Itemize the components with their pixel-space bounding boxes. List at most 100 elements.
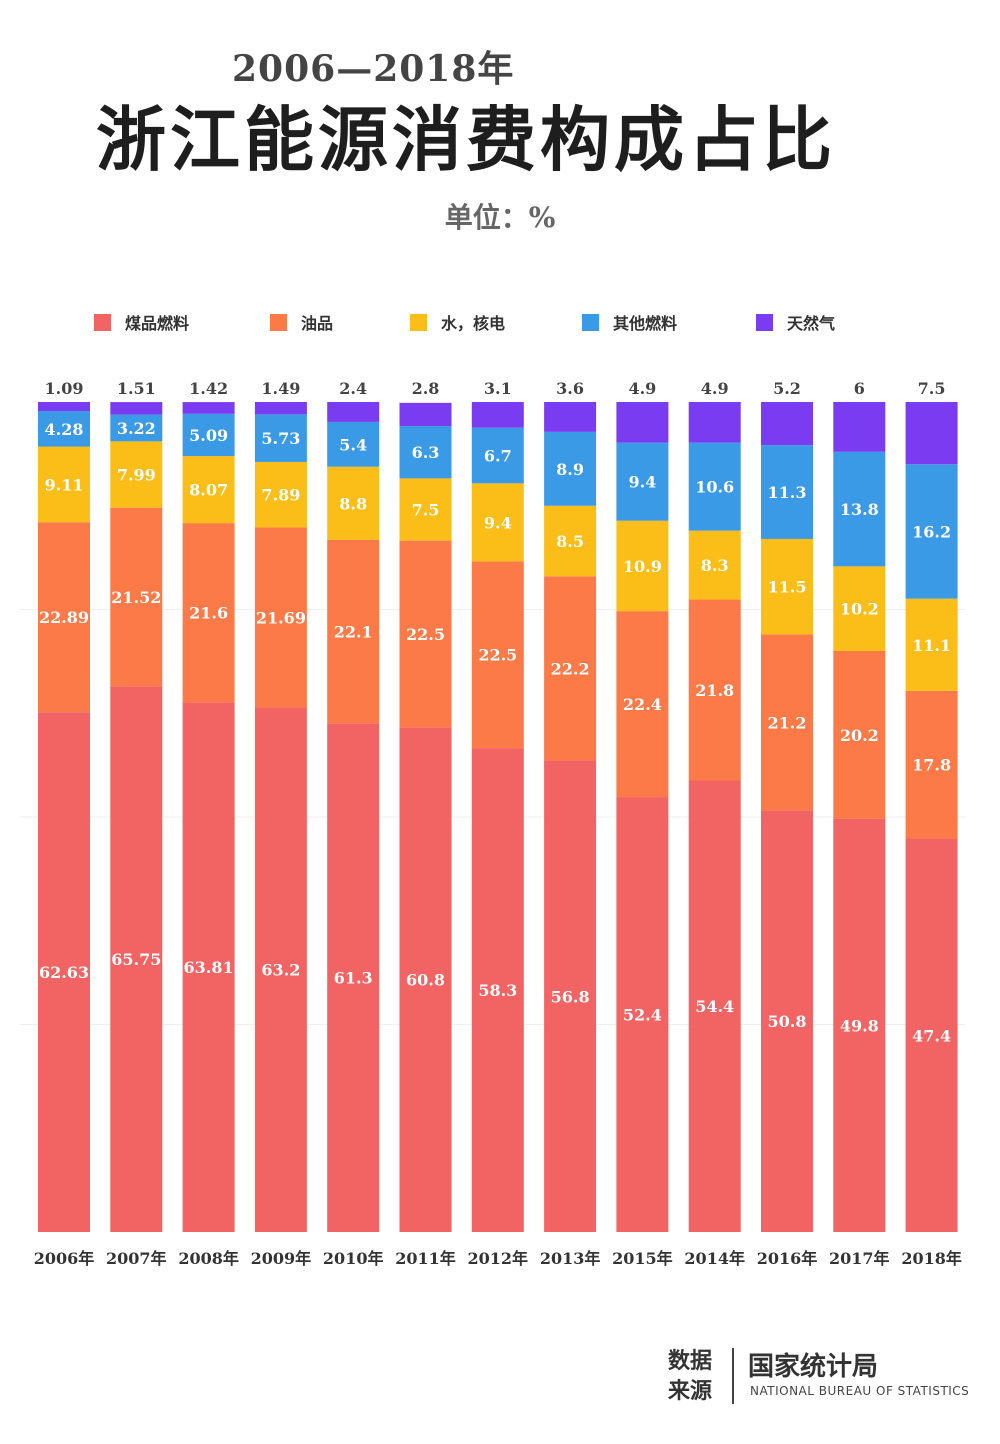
data-label-other-fuel-12: 16.2 xyxy=(912,522,951,541)
bar-segment-oil-12 xyxy=(905,690,958,839)
bar-segment-hydro-nuclear-4 xyxy=(327,466,380,540)
data-label-natural-gas-9: 4.9 xyxy=(701,379,729,398)
bar-segment-hydro-nuclear-9 xyxy=(688,530,741,600)
bar-segment-other-fuel-1 xyxy=(110,414,163,442)
bar-segment-oil-5 xyxy=(399,540,452,728)
bar-segment-natural-gas-4 xyxy=(327,402,380,422)
legend-swatch-coal xyxy=(94,313,111,331)
legend-label-natural-gas: 天然气 xyxy=(787,314,836,333)
bar-segment-oil-11 xyxy=(833,651,886,819)
data-label-coal-5: 60.8 xyxy=(406,971,445,990)
bar-segment-natural-gas-7 xyxy=(544,402,597,432)
source-org-en: NATIONAL BUREAU OF STATISTICS xyxy=(750,1384,970,1398)
chart-legend: 煤品燃料 油品 水，核电 其他燃料 天然气 xyxy=(0,310,1000,340)
bar-segment-oil-4 xyxy=(327,539,380,724)
legend-swatch-other-fuel xyxy=(582,313,599,331)
bar-segment-other-fuel-8 xyxy=(616,442,669,521)
data-label-coal-4: 61.3 xyxy=(334,969,373,988)
source-org: 国家统计局 xyxy=(748,1352,879,1382)
data-label-oil-12: 17.8 xyxy=(912,756,951,775)
data-label-oil-11: 20.2 xyxy=(840,726,879,745)
source-divider xyxy=(732,1348,734,1404)
bar-segment-hydro-nuclear-8 xyxy=(616,520,669,612)
bar-segment-coal-10 xyxy=(761,810,813,1232)
data-label-other-fuel-6: 6.7 xyxy=(484,447,512,466)
data-label-oil-7: 22.2 xyxy=(551,659,590,678)
data-label-other-fuel-3: 5.73 xyxy=(261,429,300,448)
data-label-other-fuel-10: 11.3 xyxy=(768,483,807,502)
data-label-natural-gas-3: 1.49 xyxy=(261,379,300,398)
legend-swatch-hydro-nuclear xyxy=(410,313,427,331)
data-label-hydro-nuclear-6: 9.4 xyxy=(484,513,512,532)
data-label-natural-gas-6: 3.1 xyxy=(484,379,512,398)
data-label-coal-9: 54.4 xyxy=(695,997,734,1016)
legend-item-other-fuel: 其他燃料 xyxy=(582,310,677,334)
data-label-oil-8: 22.4 xyxy=(623,695,662,714)
bar-segment-oil-10 xyxy=(761,634,813,811)
data-label-coal-1: 65.75 xyxy=(111,950,161,969)
bar-segment-coal-3 xyxy=(254,707,307,1232)
bar-segment-coal-6 xyxy=(471,748,524,1232)
data-label-hydro-nuclear-4: 8.8 xyxy=(339,494,367,513)
legend-label-hydro-nuclear: 水，核电 xyxy=(441,314,506,333)
data-label-coal-11: 49.8 xyxy=(840,1016,879,1035)
data-label-coal-0: 62.63 xyxy=(39,963,89,982)
bar-segment-oil-0 xyxy=(38,522,90,713)
x-tick-label-8: 2015年 xyxy=(612,1249,673,1268)
bar-segment-natural-gas-3 xyxy=(254,402,307,415)
bar-segment-oil-9 xyxy=(688,599,741,781)
x-tick-label-11: 2017年 xyxy=(829,1249,890,1268)
data-label-coal-6: 58.3 xyxy=(478,981,517,1000)
data-label-coal-7: 56.8 xyxy=(551,987,590,1006)
bar-segment-hydro-nuclear-3 xyxy=(254,461,307,528)
data-label-oil-0: 22.89 xyxy=(39,608,89,627)
data-label-oil-9: 21.8 xyxy=(695,681,734,700)
bar-segment-other-fuel-11 xyxy=(833,451,886,567)
bar-segment-other-fuel-2 xyxy=(182,413,235,457)
data-label-natural-gas-0: 1.09 xyxy=(45,379,84,398)
x-tick-label-2: 2008年 xyxy=(178,1249,239,1268)
x-tick-label-6: 2012年 xyxy=(468,1249,529,1268)
data-label-oil-4: 22.1 xyxy=(334,622,373,641)
bar-segment-natural-gas-10 xyxy=(761,402,813,446)
data-label-oil-6: 22.5 xyxy=(478,646,517,665)
data-label-other-fuel-7: 8.9 xyxy=(556,460,584,479)
data-label-other-fuel-4: 5.4 xyxy=(339,435,367,454)
bar-segment-oil-6 xyxy=(471,561,524,749)
bar-segment-oil-8 xyxy=(616,611,669,798)
data-label-other-fuel-5: 6.3 xyxy=(412,443,440,462)
data-label-coal-2: 63.81 xyxy=(184,958,234,977)
bar-segment-other-fuel-4 xyxy=(327,421,380,467)
legend-label-coal: 煤品燃料 xyxy=(125,314,190,333)
legend-item-hydro-nuclear: 水，核电 xyxy=(410,310,505,334)
x-tick-label-9: 2014年 xyxy=(684,1249,745,1268)
bar-segment-coal-9 xyxy=(688,780,741,1232)
data-label-oil-3: 21.69 xyxy=(256,608,306,627)
data-label-natural-gas-2: 1.42 xyxy=(189,379,228,398)
data-label-other-fuel-9: 10.6 xyxy=(695,478,734,497)
bar-segment-coal-8 xyxy=(616,797,669,1232)
x-tick-label-7: 2013年 xyxy=(540,1249,601,1268)
stacked-bar-chart: 62.63 22.89 9.11 4.28 1.09 2006年 65.75 21.52 7.9… xyxy=(20,379,965,1268)
bar-segment-natural-gas-1 xyxy=(110,402,163,415)
data-label-coal-3: 63.2 xyxy=(261,961,300,980)
legend-swatch-oil xyxy=(270,313,287,331)
bar-segment-hydro-nuclear-0 xyxy=(38,446,90,523)
bar-segment-hydro-nuclear-10 xyxy=(761,538,813,635)
data-label-hydro-nuclear-5: 7.5 xyxy=(412,500,440,519)
data-label-natural-gas-4: 2.4 xyxy=(339,379,367,398)
source-label: 数据来源 xyxy=(668,1348,713,1404)
chart-subtitle: 2006—2018年 xyxy=(232,48,515,90)
x-tick-label-12: 2018年 xyxy=(901,1249,962,1268)
bar-segment-coal-2 xyxy=(182,702,235,1232)
data-label-natural-gas-5: 2.8 xyxy=(412,379,440,398)
data-label-other-fuel-0: 4.28 xyxy=(45,420,84,439)
bar-segment-hydro-nuclear-5 xyxy=(399,478,452,541)
data-label-hydro-nuclear-9: 8.3 xyxy=(701,556,729,575)
data-label-oil-10: 21.2 xyxy=(768,713,807,732)
bar-segment-oil-7 xyxy=(544,576,597,761)
data-label-oil-2: 21.6 xyxy=(189,604,228,623)
data-label-coal-10: 50.8 xyxy=(768,1012,807,1031)
legend-item-natural-gas: 天然气 xyxy=(756,310,835,334)
bar-segment-hydro-nuclear-12 xyxy=(905,598,958,691)
